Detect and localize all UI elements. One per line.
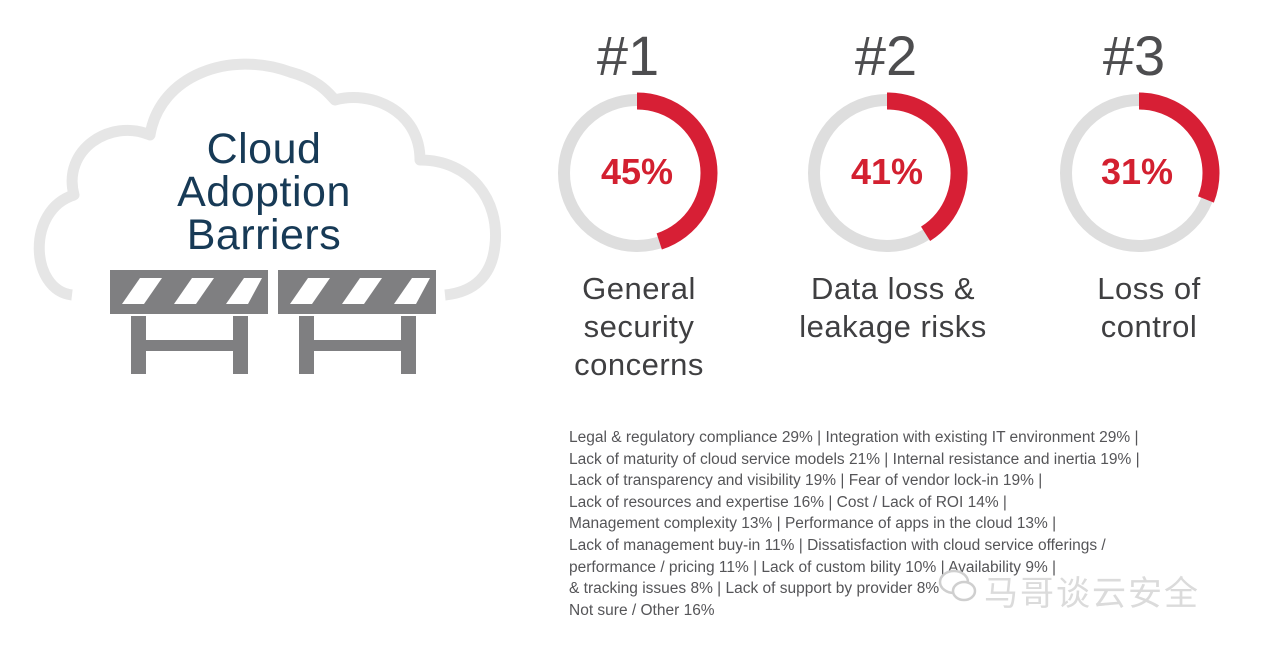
list-item: Not sure / Other 16% (569, 601, 715, 619)
category-label-2: Data loss & leakage risks (763, 270, 1023, 346)
rank-1: #1 (596, 24, 660, 87)
category-label-3: Loss of control (1019, 270, 1279, 346)
list-item: Lack of resources and expertise 16% | Co… (569, 493, 1007, 511)
value-label-1: 45% (600, 151, 674, 192)
label-line: security (583, 309, 695, 344)
value-label-2: 41% (850, 151, 924, 192)
category-label-1: General security concerns (509, 270, 769, 384)
watermark-text: 马哥谈云安全 (984, 574, 1200, 614)
wechat-icon (938, 569, 977, 602)
cloud-outline (33, 58, 502, 301)
title-line: Adoption (177, 168, 351, 216)
label-line: Loss of (1097, 271, 1201, 306)
list-item: Management complexity 13% | Performance … (569, 515, 1057, 533)
list-item: Lack of transparency and visibility 19% … (569, 472, 1043, 490)
rank-2: #2 (854, 24, 918, 87)
label-line: Data loss & (810, 271, 975, 306)
label-line: General (582, 271, 696, 306)
title-line: Cloud (206, 125, 322, 173)
other-barriers-list: Legal & regulatory compliance 29% | Inte… (569, 427, 1269, 621)
list-item: performance / pricing 11% | Lack of cust… (569, 558, 1057, 576)
cloud-illustration (33, 58, 502, 374)
donut-arc-3 (1138, 92, 1220, 203)
cloud-title: Cloud Adoption Barriers (140, 128, 388, 257)
donut-charts (558, 92, 1220, 252)
list-item: & tracking issues 8% | Lack of support b… (569, 580, 940, 598)
title-line: Barriers (186, 211, 342, 259)
value-label-3: 31% (1100, 151, 1174, 192)
label-line: control (1100, 309, 1198, 344)
donut-arc-1 (636, 92, 718, 250)
list-item: Legal & regulatory compliance 29% | Inte… (569, 429, 1139, 446)
list-item: Lack of maturity of cloud service models… (569, 450, 1140, 468)
list-item: Lack of management buy-in 11% | Dissatis… (569, 536, 1106, 554)
label-line: leakage risks (799, 309, 987, 344)
donut-arc-2 (886, 92, 968, 241)
label-line: concerns (574, 347, 704, 382)
rank-3: #3 (1102, 24, 1166, 87)
